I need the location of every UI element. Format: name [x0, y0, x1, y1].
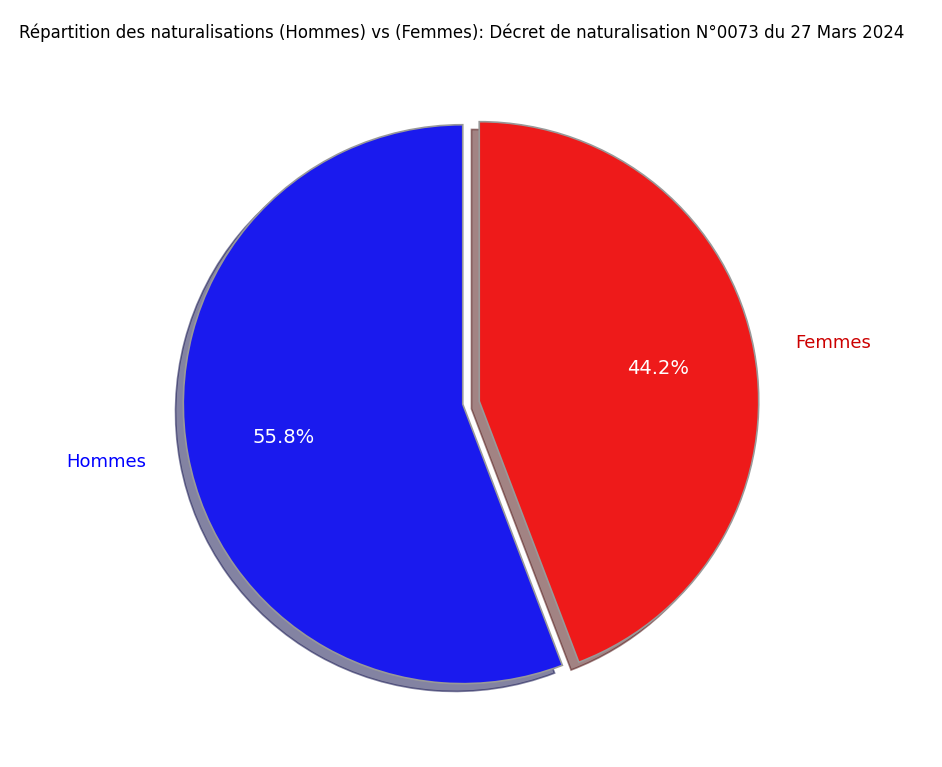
Text: Hommes: Hommes	[67, 453, 147, 472]
Text: 44.2%: 44.2%	[626, 359, 689, 377]
Text: Femmes: Femmes	[795, 334, 871, 352]
Wedge shape	[479, 122, 758, 662]
Text: 55.8%: 55.8%	[253, 428, 316, 446]
Text: Répartition des naturalisations (Hommes) vs (Femmes): Décret de naturalisation N: Répartition des naturalisations (Hommes)…	[19, 23, 904, 41]
Wedge shape	[184, 125, 562, 683]
